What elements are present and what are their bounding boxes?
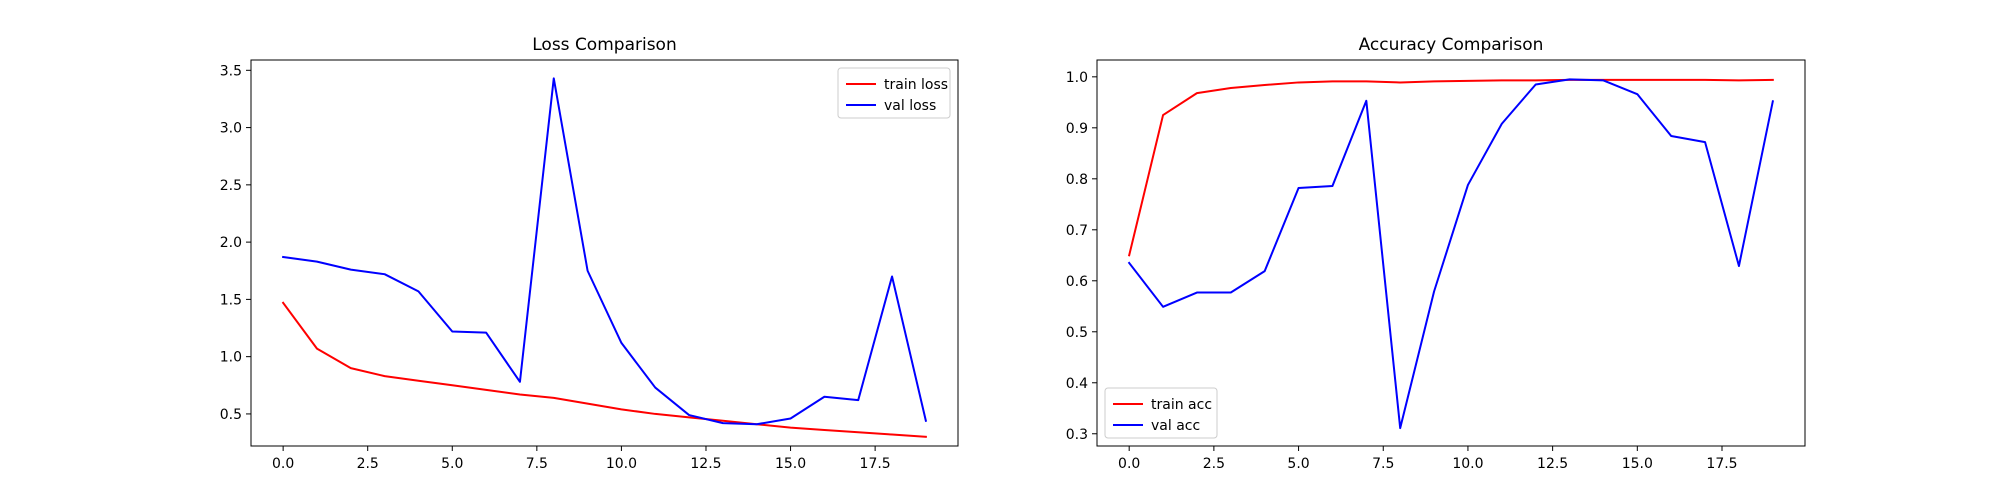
- loss-comparison-x-tick-label: 0.0: [272, 456, 294, 472]
- accuracy-comparison-series-val-acc: [1127, 78, 1775, 430]
- accuracy-comparison-x-tick-label: 17.5: [1706, 456, 1737, 472]
- accuracy-comparison-x-tick-label: 10.0: [1452, 456, 1483, 472]
- accuracy-comparison-y-tick-label: 1.0: [1066, 70, 1088, 86]
- accuracy-comparison-y-tick-label: 0.4: [1066, 376, 1088, 392]
- accuracy-comparison-y-tick-label: 0.8: [1066, 172, 1088, 188]
- accuracy-comparison-y-tick-label: 0.5: [1066, 325, 1088, 341]
- loss-comparison-y-tick-label: 0.5: [220, 407, 242, 423]
- loss-comparison-x-tick-label: 5.0: [441, 456, 463, 472]
- loss-comparison-plot-frame: [250, 59, 959, 447]
- loss-comparison-x-tick-label: 15.0: [775, 456, 806, 472]
- accuracy-comparison-legend-label-train-acc: train acc: [1151, 397, 1212, 413]
- loss-comparison-y-tick-label: 3.0: [220, 121, 242, 137]
- loss-comparison-chart: Loss Comparison 0.0 2.5 5.0 7.5 10.0 12.5 15.0 1…: [220, 35, 959, 472]
- accuracy-comparison-legend: train acc val acc: [1104, 387, 1218, 439]
- loss-comparison-legend-label-val-loss: val loss: [884, 98, 936, 114]
- loss-comparison-legend: train loss val loss: [837, 67, 951, 119]
- loss-comparison-x-tick-label: 2.5: [357, 456, 379, 472]
- loss-comparison-x-tick-label: 7.5: [526, 456, 548, 472]
- accuracy-comparison-title: Accuracy Comparison: [1359, 35, 1544, 55]
- accuracy-comparison-plot-frame: [1096, 59, 1806, 447]
- accuracy-comparison-x-tick-label: 7.5: [1372, 456, 1394, 472]
- accuracy-comparison-y-tick-label: 0.6: [1066, 274, 1088, 290]
- accuracy-comparison-y-tick-label: 0.9: [1066, 121, 1088, 137]
- loss-comparison-title: Loss Comparison: [532, 35, 676, 55]
- loss-comparison-y-tick-label: 2.5: [220, 178, 242, 194]
- accuracy-comparison-chart: Accuracy Comparison 0.0 2.5 5.0 7.5 10.0 12.5 1…: [1066, 35, 1806, 472]
- accuracy-comparison-y-tick-label: 0.7: [1066, 223, 1088, 239]
- loss-comparison-series-val-loss: [282, 77, 928, 426]
- loss-comparison-series-train-loss: [281, 301, 927, 438]
- accuracy-comparison-x-tick-label: 15.0: [1622, 456, 1653, 472]
- loss-comparison-legend-label-train-loss: train loss: [884, 77, 948, 93]
- loss-comparison-x-tick-label: 17.5: [860, 456, 891, 472]
- loss-comparison-y-tick-label: 1.5: [220, 292, 242, 308]
- accuracy-comparison-x-tick-label: 5.0: [1287, 456, 1309, 472]
- accuracy-comparison-x-tick-label: 0.0: [1118, 456, 1140, 472]
- accuracy-comparison-x-tick-label: 12.5: [1537, 456, 1568, 472]
- loss-comparison-x-tick-label: 12.5: [690, 456, 721, 472]
- accuracy-comparison-x-tick-label: 2.5: [1203, 456, 1225, 472]
- accuracy-comparison-series-train-acc: [1127, 78, 1774, 257]
- accuracy-comparison-y-tick-label: 0.3: [1066, 427, 1088, 443]
- accuracy-comparison-legend-label-val-acc: val acc: [1151, 418, 1200, 434]
- loss-comparison-y-tick-label: 2.0: [220, 235, 242, 251]
- loss-comparison-x-tick-label: 10.0: [606, 456, 637, 472]
- loss-comparison-y-tick-label: 1.0: [220, 350, 242, 366]
- loss-comparison-y-tick-label: 3.5: [220, 63, 242, 79]
